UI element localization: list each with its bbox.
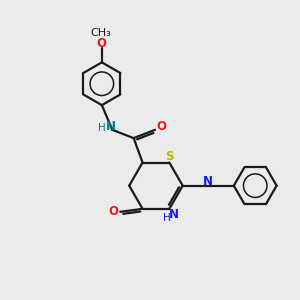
Text: H: H bbox=[98, 123, 106, 133]
Text: O: O bbox=[109, 205, 119, 218]
Text: CH₃: CH₃ bbox=[90, 28, 111, 38]
Text: H: H bbox=[163, 213, 171, 223]
Text: N: N bbox=[203, 175, 213, 188]
Text: O: O bbox=[156, 120, 166, 133]
Text: N: N bbox=[169, 208, 179, 221]
Text: N: N bbox=[106, 120, 116, 133]
Text: S: S bbox=[165, 150, 174, 163]
Text: O: O bbox=[97, 37, 107, 50]
